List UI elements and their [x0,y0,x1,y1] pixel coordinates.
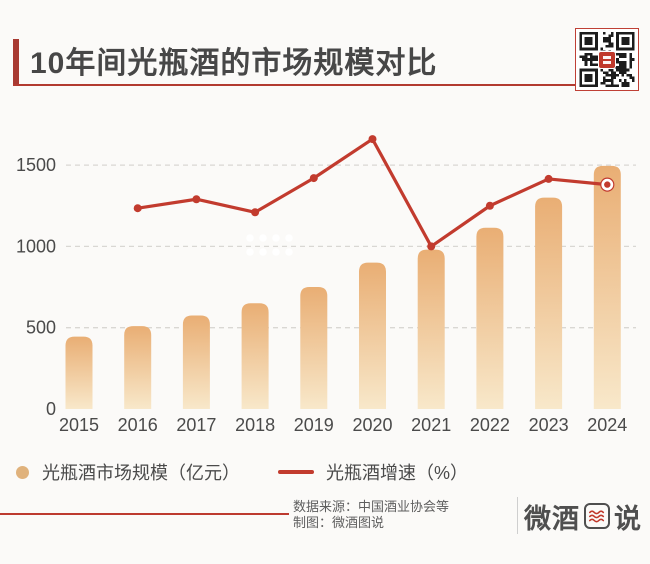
bar-series [65,165,621,409]
qr-pattern [579,32,635,87]
chart-area: 0 500 1000 1500 2015 2016 2017 2018 2019 2020 2021… [0,118,650,448]
combo-chart: 0 500 1000 1500 2015 2016 2017 2018 2019 2020 2021… [16,135,636,435]
bar-2021 [417,249,445,409]
y-tick-1000: 1000 [16,236,56,256]
white-dots-decoration [246,234,293,256]
bar-2023 [535,197,563,409]
y-tick-0: 0 [46,399,56,419]
x-tick-2022: 2022 [470,415,510,435]
line-point [544,174,553,183]
line-series-swatch [278,470,314,474]
y-tick-500: 500 [26,318,56,338]
line-point [133,204,142,213]
x-tick-2024: 2024 [587,415,627,435]
bar-2017 [182,315,210,409]
bar-2020 [359,262,386,409]
bar-series-swatch [16,465,29,479]
line-series-label: 光瓶酒增速（%） [326,463,469,483]
y-axis-labels: 0 500 1000 1500 [16,155,56,419]
bar-2022 [476,227,504,409]
line-point [251,208,260,217]
footer-rule [0,513,289,515]
bar-series-label: 光瓶酒市场规模（亿元） [42,463,240,483]
legend: 光瓶酒市场规模（亿元） 光瓶酒增速（%） [16,461,468,483]
x-tick-2020: 2020 [352,415,392,435]
line-point [309,174,318,183]
x-tick-2015: 2015 [59,415,99,435]
qr-code-icon [575,28,639,91]
data-source-text: 数据来源：中国酒业协会等 [293,499,450,514]
brand-logo: 微酒 说 [524,499,642,534]
growth-line [133,135,615,251]
footer-source-block: 数据来源：中国酒业协会等 制图：微酒图说 [293,499,513,531]
qr-center-brand-badge [598,50,616,69]
bar-2018 [241,303,269,409]
bar-2016 [124,326,152,409]
x-tick-2017: 2017 [176,415,216,435]
x-tick-2023: 2023 [529,415,569,435]
x-tick-2019: 2019 [294,415,334,435]
bar-2015 [65,336,93,409]
line-point [485,201,494,210]
gridlines [66,164,636,329]
line-point [427,242,436,251]
x-tick-2018: 2018 [235,415,275,435]
title-accent-bar [13,39,19,85]
bar-2019 [300,287,328,409]
logo-suffix-text: 说 [614,503,642,534]
x-tick-2021: 2021 [411,415,451,435]
line-point [368,135,377,144]
page-title: 10年间光瓶酒的市场规模对比 [30,47,438,80]
bar-2024 [593,165,621,409]
line-point [192,195,201,204]
last-point-dot [604,181,611,188]
logo-prefix-text: 微酒 [524,503,580,534]
chart-credit-text: 制图：微酒图说 [293,515,385,530]
y-tick-1500: 1500 [16,155,56,175]
footer-divider [517,497,518,534]
x-tick-2016: 2016 [118,415,158,435]
header-rule [13,84,575,86]
x-axis-labels: 2015 2016 2017 2018 2019 2020 2021 2022 2023 2024 [59,415,627,435]
wave-lines-icon [584,503,610,529]
